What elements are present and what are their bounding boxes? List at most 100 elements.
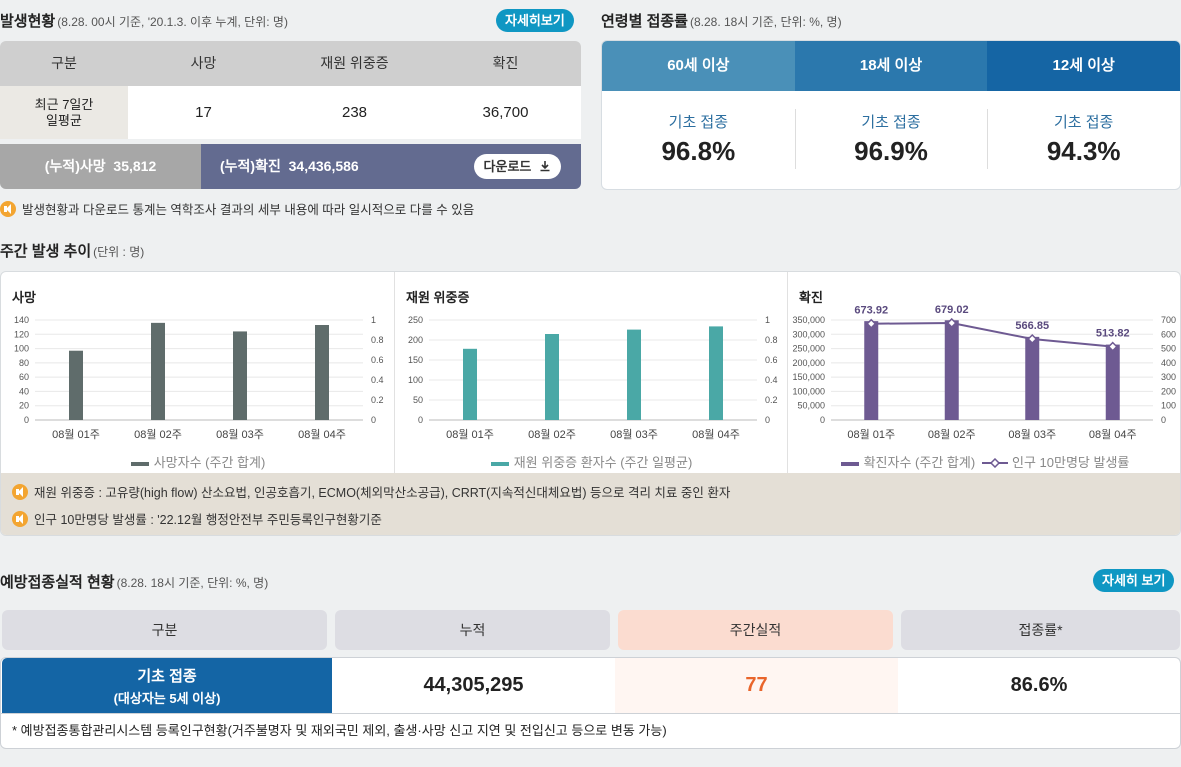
col-header: 구분: [2, 610, 327, 650]
bar: [944, 320, 959, 420]
y-tick-label: 0: [820, 415, 825, 425]
bar: [315, 325, 329, 420]
speaker-icon: [12, 483, 28, 500]
chart-note: 재원 위중증 : 고유량(high flow) 산소요법, 인공호흡기, ECM…: [12, 482, 1180, 501]
critical-chart: 0 50 100 150 200 250 0 0.2 0.4 0.6 0.8 1 08월 01주 08월 …: [408, 315, 778, 441]
y-tick-label: 200,000: [792, 358, 825, 368]
y2-tick-label: 0.6: [371, 355, 384, 365]
speaker-icon: [0, 200, 16, 217]
x-tick-label: 08월 02주: [134, 428, 182, 441]
chart-legend: 사망자수 (주간 합계): [1, 452, 395, 471]
y-tick-label: 80: [19, 358, 29, 368]
row-label-line: 일평균: [46, 112, 82, 128]
chart-title: 재원 위중증: [406, 290, 470, 305]
age-vaccination-subtitle: (8.28. 18시 기준, 단위: %, 명): [689, 15, 842, 29]
col-header: 누적: [335, 610, 610, 650]
performance-subtitle: (8.28. 18시 기준, 단위: %, 명): [116, 576, 269, 590]
y2-tick-label: 0.6: [765, 355, 778, 365]
y-tick-label: 50,000: [797, 401, 825, 411]
age-rate-18: 기초 접종 96.9%: [794, 91, 988, 189]
y-tick-label: 50: [413, 395, 423, 405]
critical-chart-panel: 재원 위중증 0 50 100 150 200 250 0 0.2 0.4 0.6 0.8 1 08월 …: [394, 272, 788, 473]
y-tick-label: 120: [14, 329, 29, 339]
y-tick-label: 150: [408, 355, 423, 365]
y2-tick-label: 300: [1161, 372, 1176, 382]
y-tick-label: 40: [19, 386, 29, 396]
col-header: 사망: [190, 55, 217, 71]
rate-value: 86.6%: [1010, 674, 1068, 696]
y-tick-label: 250: [408, 315, 423, 325]
diamond-marker-icon: [982, 457, 1009, 469]
chart-legend: 확진자수 (주간 합계) 인구 10만명당 발생률: [788, 452, 1180, 471]
y2-tick-label: 600: [1161, 329, 1176, 339]
y-tick-label: 350,000: [792, 315, 825, 325]
y2-tick-label: 0: [1161, 415, 1166, 425]
x-tick-label: 08월 03주: [610, 428, 658, 441]
performance-footnote: * 예방접종통합관리시스템 등록인구현황(거주불명자 및 재외국민 제외, 출생…: [0, 713, 1181, 749]
speaker-icon: [12, 510, 28, 527]
occurrence-title: 발생현황 (8.28. 00시 기준, '20.1.3. 이후 누계, 단위: 명…: [0, 13, 288, 30]
weekly-title: 주간 발생 추이 (단위 : 명): [0, 243, 145, 260]
download-icon: [540, 161, 550, 172]
y-tick-label: 20: [19, 401, 29, 411]
y2-tick-label: 700: [1161, 315, 1176, 325]
occurrence-detail-button[interactable]: 자세히보기: [496, 9, 574, 32]
y2-tick-label: 1: [371, 315, 376, 325]
performance-detail-button[interactable]: 자세히 보기: [1093, 569, 1175, 592]
y-tick-label: 100,000: [792, 386, 825, 396]
performance-row-label: 기초 접종 (대상자는 5세 이상): [2, 658, 332, 713]
y2-tick-label: 200: [1161, 386, 1176, 396]
rate-line: [871, 321, 1113, 348]
cumulative-value: 44,305,295: [423, 674, 524, 696]
chart-legend: 재원 위중증 환자수 (주간 일평균): [395, 452, 788, 471]
row-label: 최근 7일간 일평균: [0, 86, 128, 139]
rate-point: [1027, 333, 1038, 345]
bar: [233, 331, 247, 420]
y2-tick-label: 500: [1161, 344, 1176, 354]
age-rate-60: 기초 접종 96.8%: [661, 114, 736, 166]
y2-tick-label: 1: [765, 315, 770, 325]
y2-tick-label: 400: [1161, 358, 1176, 368]
y-tick-label: 300,000: [792, 329, 825, 339]
rate-point: [1107, 341, 1118, 352]
bar: [463, 348, 477, 420]
x-tick-label: 08월 03주: [216, 428, 264, 441]
tab-12-plus: 12세 이상: [987, 41, 1180, 91]
y-tick-label: 250,000: [792, 344, 825, 354]
age-rate-12: 기초 접종 94.3%: [987, 91, 1180, 189]
y-tick-label: 100: [408, 375, 423, 385]
weekly-charts: 사망 0 20 40 60 80 100 120 140 0 0.2 0.4 0.6 0.8 1 08월 0…: [0, 271, 1181, 536]
y2-tick-label: 0.2: [371, 395, 384, 405]
rate-label: 673.92: [854, 305, 888, 317]
legend-swatch: [130, 461, 149, 466]
row-label-line: 최근 7일간: [34, 96, 94, 112]
y2-tick-label: 0.2: [765, 395, 778, 405]
cumulative-death: (누적)사망 35,812: [0, 144, 201, 189]
occurrence-table-row: 최근 7일간 일평균 17 238 36,700: [0, 86, 581, 139]
chart-title: 사망: [12, 290, 36, 305]
cumulative-confirmed: (누적)확진 34,436,586 다운로드: [201, 144, 581, 189]
y2-tick-label: 100: [1161, 401, 1176, 411]
y-tick-label: 60: [19, 372, 29, 382]
occurrence-subtitle: (8.28. 00시 기준, '20.1.3. 이후 누계, 단위: 명): [57, 15, 288, 29]
col-header: 확진: [492, 55, 519, 71]
x-tick-label: 08월 01주: [52, 428, 100, 441]
col-header: 접종률*: [901, 610, 1180, 650]
bar: [709, 326, 723, 420]
chart-note: 인구 10만명당 발생률 : '22.12월 행정안전부 주민등록인구현황기준: [12, 509, 1180, 528]
x-tick-label: 08월 01주: [847, 428, 895, 441]
x-tick-label: 08월 04주: [692, 428, 740, 441]
bar: [627, 329, 641, 420]
x-tick-label: 08월 02주: [528, 428, 576, 441]
y2-tick-label: 0.4: [765, 375, 778, 385]
download-button[interactable]: 다운로드: [473, 154, 561, 179]
chart-notes: 재원 위중증 : 고유량(high flow) 산소요법, 인공호흡기, ECM…: [1, 473, 1180, 535]
age-vaccination-card: 60세 이상 18세 이상 12세 이상 기초 접종 96.8% 기초 접종 96.…: [601, 40, 1181, 190]
rate-point: [946, 317, 957, 329]
rate-label: 679.02: [935, 304, 969, 316]
x-tick-label: 08월 02주: [928, 428, 976, 441]
confirmed-chart: 0 50,000 100,000 150,000 200,000 250,000 300,0…: [792, 304, 1176, 441]
critical-value: 238: [341, 104, 368, 121]
col-header: 구분: [51, 55, 77, 71]
death-chart-panel: 사망 0 20 40 60 80 100 120 140 0 0.2 0.4 0.6 0.8 1 08월 0…: [1, 272, 395, 473]
